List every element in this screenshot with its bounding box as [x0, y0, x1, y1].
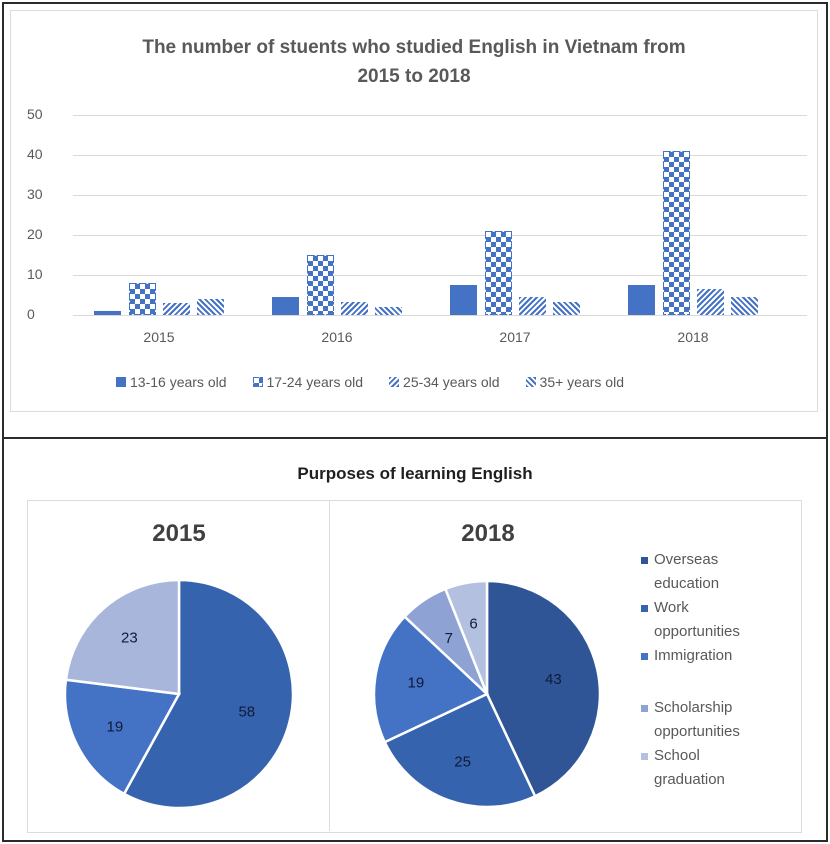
- square-swatch-icon: [641, 653, 648, 660]
- bar-2015-17-24-years-old: [129, 283, 156, 315]
- gridline: [73, 115, 807, 116]
- legend-label: 13-16 years old: [130, 374, 227, 390]
- solid-swatch-icon: [116, 377, 126, 387]
- y-tick-label: 10: [27, 266, 43, 282]
- bar-2015-13-16-years-old: [94, 311, 121, 315]
- pie-slice: [485, 579, 602, 798]
- legend-label: 35+ years old: [539, 374, 624, 390]
- pie-chart-panel: [27, 500, 802, 833]
- legend-label: graduation: [654, 771, 725, 788]
- bar-2017-17-24-years-old: [485, 231, 512, 315]
- legend-label: education: [654, 575, 720, 592]
- legend-item-25-34: 25-34 years old: [389, 374, 500, 390]
- pie-data-label: 43: [545, 671, 562, 688]
- x-tick-label: 2015: [143, 329, 175, 345]
- bar-2016-35-years-old: [375, 307, 402, 315]
- y-tick-label: 50: [27, 106, 43, 122]
- legend-label: 17-24 years old: [266, 374, 364, 390]
- checker-swatch-icon: [252, 377, 263, 387]
- y-tick-label: 30: [27, 186, 43, 202]
- bar-2018-17-24-years-old: [663, 151, 690, 315]
- pie-2015-year: 2015: [152, 520, 206, 547]
- pie-legend-overseas: Overseas education: [641, 548, 811, 596]
- back-diagonal-swatch-icon: [525, 377, 536, 387]
- bar-legend: 13-16 years old 17-24 years old 25-34 ye…: [116, 374, 756, 390]
- gridline: [73, 195, 807, 196]
- bar-2016-25-34-years-old: [341, 302, 368, 315]
- bar-2016-13-16-years-old: [272, 297, 299, 315]
- gridline: [73, 275, 807, 276]
- bar-chart-title-line1: The number of stuents who studied Englis…: [142, 37, 686, 58]
- bar-2016-17-24-years-old: [307, 255, 334, 315]
- gridline: [73, 315, 807, 316]
- pie-slice: [372, 614, 490, 744]
- square-swatch-icon: [641, 753, 648, 760]
- pie-slice: [122, 578, 295, 810]
- pie-data-label: 58: [238, 703, 255, 720]
- pie-legend-school: School graduation: [641, 744, 811, 792]
- bar-chart-panel: The number of stuents who studied Englis…: [10, 10, 818, 412]
- pie-data-label: 23: [121, 630, 138, 647]
- bar-2015-35-years-old: [197, 299, 224, 315]
- legend-label: opportunities: [654, 723, 740, 740]
- pie-2018-year: 2018: [461, 520, 515, 547]
- pie-data-label: 7: [445, 630, 453, 647]
- bar-2017-25-34-years-old: [519, 297, 546, 315]
- square-swatch-icon: [641, 705, 648, 712]
- legend-item-35-plus: 35+ years old: [525, 374, 624, 390]
- pie-data-label: 25: [454, 754, 471, 771]
- x-tick-label: 2018: [677, 329, 709, 345]
- pie-data-label: 19: [408, 675, 425, 692]
- x-tick-label: 2017: [499, 329, 531, 345]
- legend-label: Work: [654, 599, 689, 616]
- pie-legend-immigration: Immigration: [641, 644, 811, 668]
- pie-data-label: 6: [469, 615, 477, 632]
- legend-label: 25-34 years old: [403, 374, 500, 390]
- legend-label: Immigration: [654, 647, 733, 664]
- bar-2017-35-years-old: [553, 301, 580, 315]
- gridline: [73, 155, 807, 156]
- bar-2015-25-34-years-old: [163, 303, 190, 315]
- pie-slice: [64, 578, 181, 696]
- square-swatch-icon: [641, 605, 648, 612]
- bar-2018-13-16-years-old: [628, 285, 655, 315]
- y-tick-label: 20: [27, 226, 43, 242]
- pie-slice: [383, 692, 537, 809]
- pie-legend: Overseas education Work opportunities Immi…: [641, 548, 811, 792]
- pie-slice: [443, 579, 489, 695]
- section-divider: [2, 437, 828, 439]
- pie-panel-divider: [329, 500, 330, 831]
- legend-item-13-16: 13-16 years old: [116, 374, 227, 390]
- y-tick-label: 0: [27, 306, 35, 322]
- legend-label: opportunities: [654, 623, 740, 640]
- y-tick-label: 40: [27, 146, 43, 162]
- bar-2017-13-16-years-old: [450, 285, 477, 315]
- pie-chart-title: Purposes of learning English: [297, 464, 533, 483]
- pie-chart-2018: 43 25 19 76: [372, 579, 602, 809]
- legend-label: Overseas: [654, 551, 719, 568]
- pie-slice: [63, 678, 181, 796]
- pie-chart-2015: 58 19 23: [63, 578, 295, 810]
- bar-2018-35-years-old: [731, 297, 758, 315]
- x-tick-label: 2016: [321, 329, 353, 345]
- pie-data-label: 19: [107, 719, 124, 736]
- legend-label: Scholarship: [654, 699, 733, 716]
- gridline: [73, 235, 807, 236]
- diagonal-swatch-icon: [389, 377, 400, 387]
- square-swatch-icon: [641, 557, 648, 564]
- legend-label: School: [654, 747, 700, 764]
- bar-chart-title-line2: 2015 to 2018: [357, 66, 471, 87]
- legend-item-17-24: 17-24 years old: [252, 374, 364, 390]
- pie-legend-work: Work opportunities: [641, 596, 811, 644]
- bar-2018-25-34-years-old: [697, 289, 724, 315]
- pie-legend-scholarship: Scholarship opportunities: [641, 696, 811, 744]
